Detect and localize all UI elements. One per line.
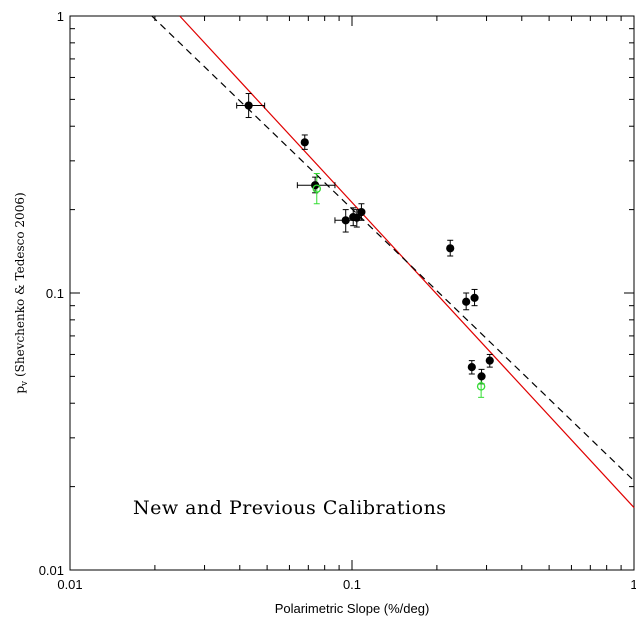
data-point bbox=[341, 216, 350, 225]
x-tick-label: 1 bbox=[630, 577, 636, 592]
plot-frame bbox=[69, 15, 635, 571]
y-tick-label: 1 bbox=[57, 9, 64, 24]
data-point bbox=[462, 297, 471, 306]
data-point bbox=[352, 213, 361, 222]
data-points bbox=[244, 101, 494, 391]
data-point bbox=[467, 363, 476, 372]
data-point bbox=[300, 138, 309, 147]
data-point bbox=[446, 244, 455, 253]
data-point bbox=[470, 293, 479, 303]
data-point bbox=[477, 372, 486, 381]
data-point bbox=[476, 382, 486, 391]
data-point bbox=[485, 356, 494, 365]
chart-annotation: New and Previous Calibrations bbox=[133, 497, 447, 519]
y-tick-label: 0.1 bbox=[46, 286, 64, 301]
x-tick-label: 0.1 bbox=[343, 577, 361, 592]
fit-lines bbox=[151, 15, 635, 508]
axis-ticks bbox=[69, 15, 635, 571]
x-axis-label: Polarimetric Slope (%/deg) bbox=[275, 601, 430, 616]
y-axis-label-rest: (Shevchenko & Tedesco 2006) bbox=[13, 192, 27, 381]
error-bars bbox=[236, 93, 493, 398]
y-axis-label: pv (Shevchenko & Tedesco 2006) bbox=[13, 192, 30, 393]
data-point bbox=[312, 184, 322, 193]
tick-labels: 0.01 0.1 1 0.01 0.1 1 bbox=[39, 9, 636, 592]
data-point bbox=[357, 207, 366, 217]
dashed-fit-line bbox=[151, 15, 635, 482]
x-tick-label: 0.01 bbox=[57, 577, 82, 592]
y-tick-label: 0.01 bbox=[39, 563, 64, 578]
data-point bbox=[244, 101, 253, 110]
y-axis-label-sub: v bbox=[20, 380, 30, 387]
y-axis-label-main: p bbox=[13, 386, 27, 394]
